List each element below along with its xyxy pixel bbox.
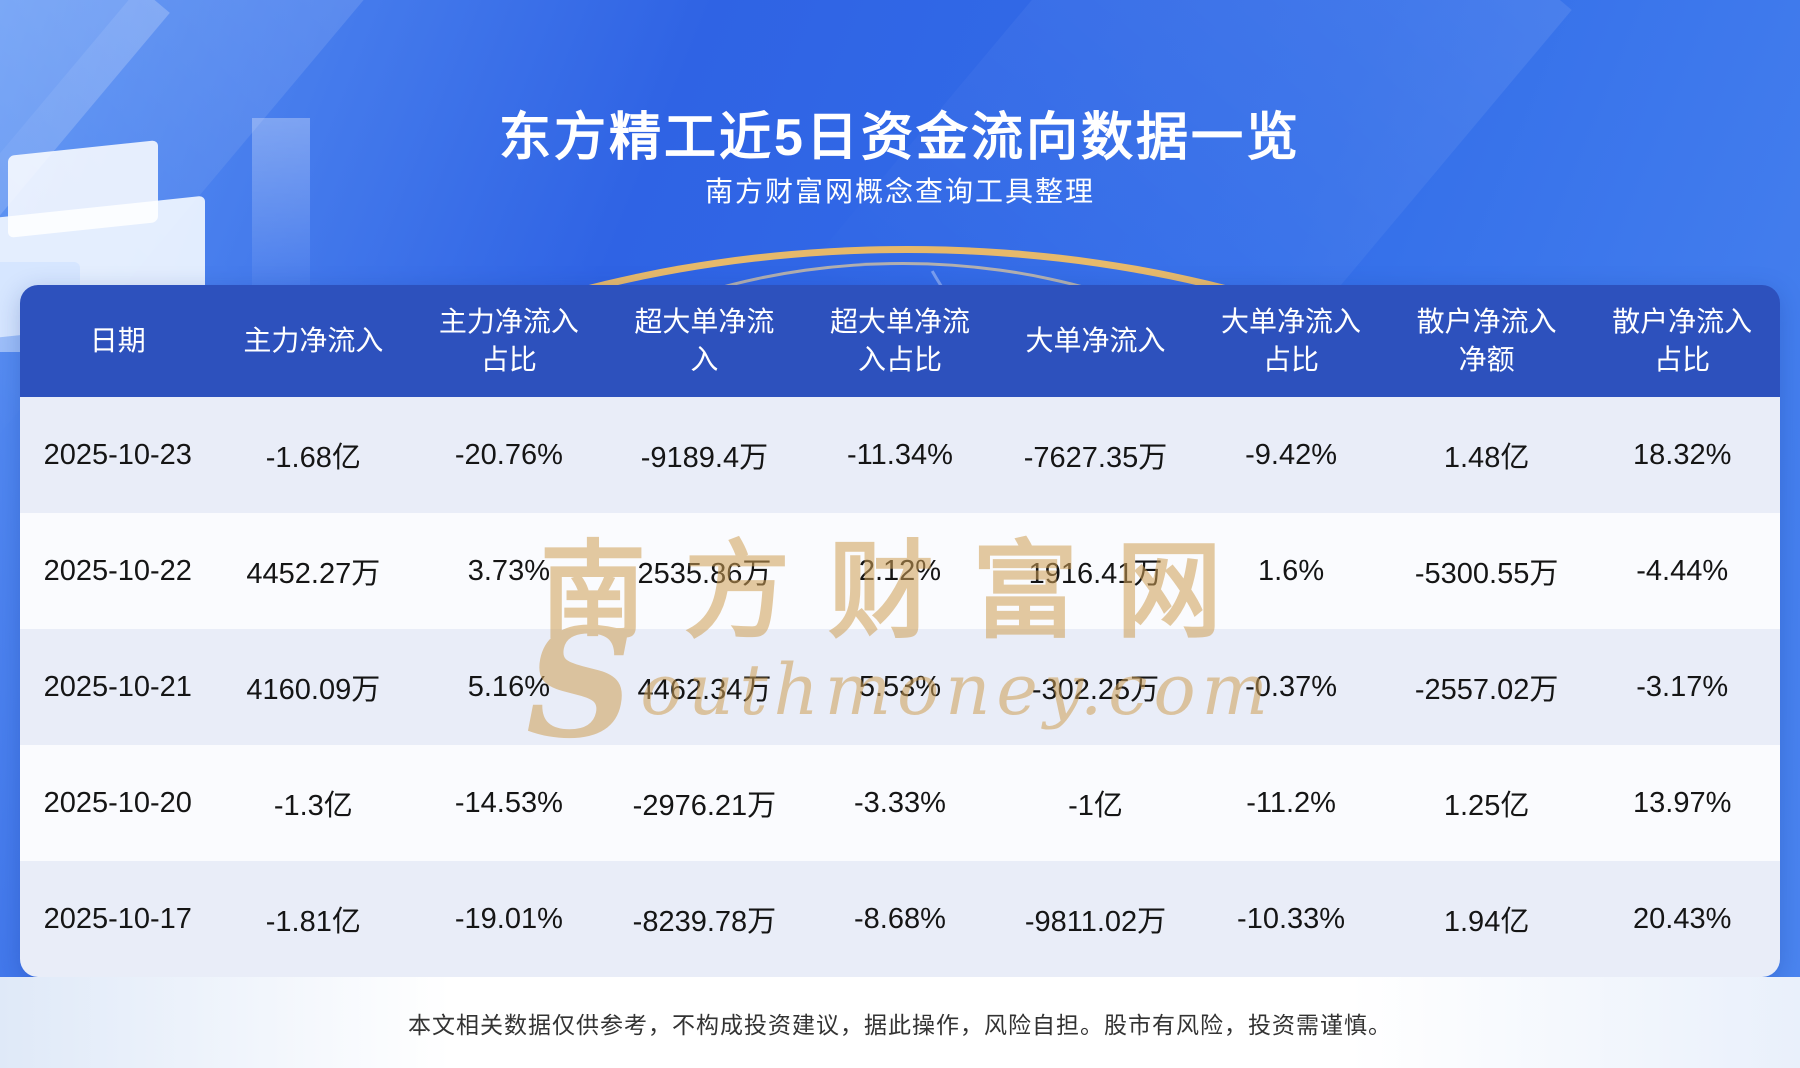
table-cell: 2.12% — [802, 513, 998, 629]
disclaimer-text: 本文相关数据仅供参考，不构成投资建议，据此操作，风险自担。股市有风险，投资需谨慎… — [408, 1011, 1392, 1038]
table-cell: 1916.41万 — [997, 513, 1194, 629]
column-header: 大单净流入 — [997, 285, 1194, 397]
date-cell: 2025-10-22 — [20, 513, 216, 629]
column-header: 散户净流入 占比 — [1584, 285, 1780, 397]
table-row: 2025-10-22 4452.27万 3.73% 2535.86万 2.12%… — [20, 513, 1780, 629]
date-cell: 2025-10-20 — [20, 745, 216, 861]
table-cell: -2557.02万 — [1388, 629, 1585, 745]
table-cell: 4452.27万 — [215, 513, 412, 629]
page-title: 东方精工近5日资金流向数据一览 — [499, 108, 1301, 167]
table-cell: -1.68亿 — [215, 397, 412, 513]
table-cell: -5300.55万 — [1388, 513, 1585, 629]
date-cell: 2025-10-21 — [20, 629, 216, 745]
column-header: 散户净流入 净额 — [1388, 285, 1585, 397]
table-cell: 3.73% — [411, 513, 607, 629]
column-header: 超大单净流 入 — [606, 285, 803, 397]
table-cell: -11.2% — [1193, 745, 1389, 861]
date-cell: 2025-10-23 — [20, 397, 216, 513]
table-cell: 1.94亿 — [1388, 861, 1585, 977]
column-header: 主力净流入 占比 — [411, 285, 607, 397]
table-cell: -9.42% — [1193, 397, 1389, 513]
table-cell: 2535.86万 — [606, 513, 803, 629]
date-cell: 2025-10-17 — [20, 861, 216, 977]
column-header: 大单净流入 占比 — [1193, 285, 1389, 397]
table-cell: 13.97% — [1584, 745, 1780, 861]
table-cell: -19.01% — [411, 861, 607, 977]
table-cell: -9811.02万 — [997, 861, 1194, 977]
page-subtitle: 南方财富网概念查询工具整理 — [704, 176, 1095, 207]
fund-flow-table: 日期 主力净流入 主力净流入 占比 超大单净流 入 超大单净流 入占比 大单净流… — [20, 285, 1780, 977]
table-cell: -8.68% — [802, 861, 998, 977]
gold-arc-decoration — [120, 246, 1694, 1068]
table-row: 2025-10-17 -1.81亿 -19.01% -8239.78万 -8.6… — [20, 861, 1780, 977]
table-cell: -20.76% — [411, 397, 607, 513]
table-cell: -7627.35万 — [997, 397, 1194, 513]
header-row: 日期 主力净流入 主力净流入 占比 超大单净流 入 超大单净流 入占比 大单净流… — [20, 285, 1780, 397]
table-cell: 1.6% — [1193, 513, 1389, 629]
table-row: 2025-10-20 -1.3亿 -14.53% -2976.21万 -3.33… — [20, 745, 1780, 861]
table-cell: 5.16% — [411, 629, 607, 745]
table-cell: -302.25万 — [997, 629, 1194, 745]
table-cell: -11.34% — [802, 397, 998, 513]
table-row: 2025-10-23 -1.68亿 -20.76% -9189.4万 -11.3… — [20, 397, 1780, 513]
table-cell: -1.3亿 — [215, 745, 412, 861]
column-header: 日期 — [20, 285, 216, 397]
table-cell: -0.37% — [1193, 629, 1389, 745]
table-cell: -10.33% — [1193, 861, 1389, 977]
table-cell: -3.33% — [802, 745, 998, 861]
table-cell: -2976.21万 — [606, 745, 803, 861]
table-row: 2025-10-21 4160.09万 5.16% 4462.34万 5.53%… — [20, 629, 1780, 745]
column-header: 主力净流入 — [215, 285, 412, 397]
table-cell: -4.44% — [1584, 513, 1780, 629]
table-cell: -1亿 — [997, 745, 1194, 861]
disclaimer-band: 本文相关数据仅供参考，不构成投资建议，据此操作，风险自担。股市有风险，投资需谨慎… — [0, 977, 1800, 1068]
table-cell: 5.53% — [802, 629, 998, 745]
table-cell: 1.25亿 — [1388, 745, 1585, 861]
table-cell: -9189.4万 — [606, 397, 803, 513]
table-cell: -8239.78万 — [606, 861, 803, 977]
column-header: 超大单净流 入占比 — [802, 285, 998, 397]
table-cell: 4160.09万 — [215, 629, 412, 745]
data-table: 日期 主力净流入 主力净流入 占比 超大单净流 入 超大单净流 入占比 大单净流… — [20, 285, 1780, 977]
table-cell: -1.81亿 — [215, 861, 412, 977]
table-cell: 1.48亿 — [1388, 397, 1585, 513]
table-cell: -14.53% — [411, 745, 607, 861]
gold-arc-decoration — [400, 262, 1406, 968]
table-cell: -3.17% — [1584, 629, 1780, 745]
pillar-decoration — [252, 118, 310, 288]
table-cell: 20.43% — [1584, 861, 1780, 977]
table-cell: 18.32% — [1584, 397, 1780, 513]
table-cell: 4462.34万 — [606, 629, 803, 745]
